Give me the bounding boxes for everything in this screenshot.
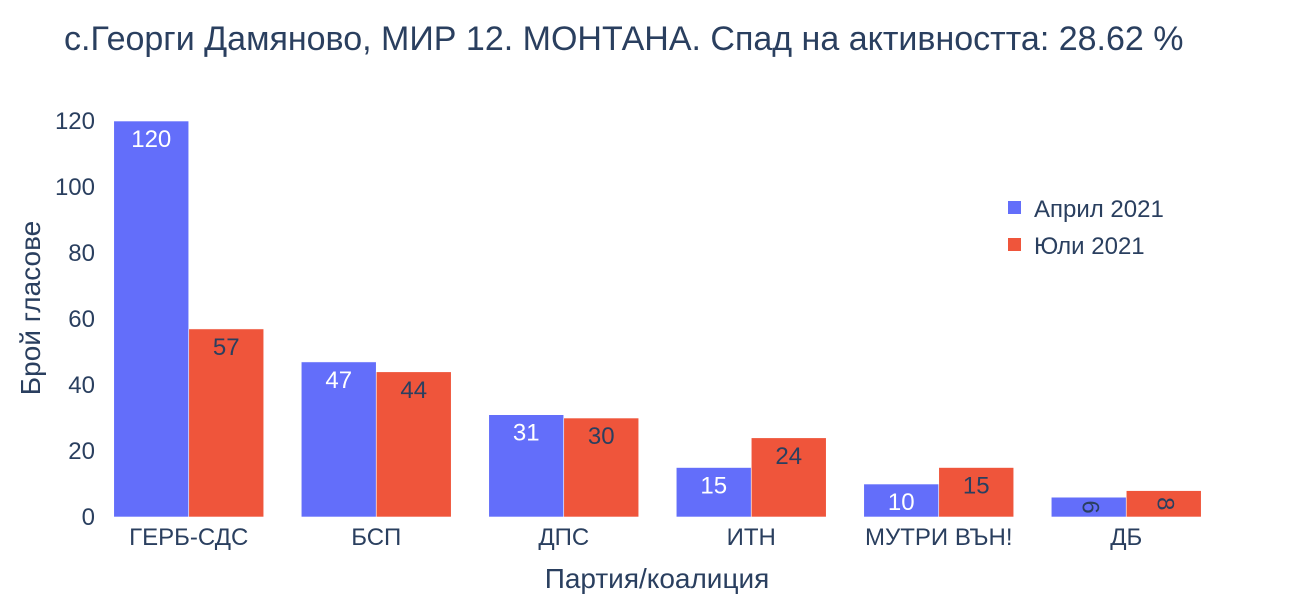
x-axis-title: Партия/коалиция (545, 563, 770, 594)
legend-swatch (1008, 201, 1021, 214)
bar-value-label: 15 (963, 473, 990, 500)
y-tick-label: 0 (82, 504, 95, 531)
legend-item-label: Юли 2021 (1034, 233, 1145, 260)
bar[interactable] (750, 437, 827, 518)
bar[interactable] (1125, 490, 1202, 518)
bar-value-label: 44 (400, 377, 427, 404)
bar[interactable] (375, 371, 452, 518)
y-tick-label: 40 (68, 372, 95, 399)
bar[interactable] (675, 467, 752, 518)
bar-value-label: 47 (325, 367, 352, 394)
bar-value-label: 31 (513, 420, 540, 447)
chart-title: с.Георги Дамяново, МИР 12. МОНТАНА. Спад… (64, 20, 1184, 58)
bar-value-label: 10 (888, 489, 915, 516)
y-tick-label: 100 (55, 174, 95, 201)
bar-value-label: 57 (213, 334, 240, 361)
x-tick-label: ИТН (727, 524, 776, 551)
bar-value-label: 30 (588, 423, 615, 450)
bar[interactable] (188, 328, 265, 518)
y-tick-label: 80 (68, 240, 95, 267)
legend[interactable]: Април 2021 Юли 2021 (1008, 196, 1164, 260)
y-tick-label: 20 (68, 438, 95, 465)
y-tick-label: 120 (55, 108, 95, 135)
bar[interactable] (563, 417, 640, 518)
bar[interactable] (863, 483, 940, 518)
bar-value-label: 120 (131, 126, 171, 153)
bar[interactable] (113, 120, 190, 518)
y-axis-title: Брой гласове (15, 221, 46, 395)
bar[interactable] (488, 414, 565, 518)
bars: 120 57 47 44 31 30 15 24 10 15 6 8 (113, 120, 1202, 518)
x-tick-label: ГЕРБ-СДС (129, 524, 248, 551)
x-tick-label: МУТРИ ВЪН! (865, 524, 1012, 551)
bar-value-label: 15 (700, 473, 727, 500)
bar[interactable] (938, 467, 1015, 518)
y-tick-label: 60 (68, 306, 95, 333)
bar-value-label: 6 (1076, 500, 1103, 513)
y-axis-ticks: 0 20 40 60 80 100 120 (55, 108, 95, 531)
bar[interactable] (300, 361, 377, 518)
x-axis-ticks: ГЕРБ-СДС БСП ДПС ИТН МУТРИ ВЪН! ДБ (129, 524, 1142, 551)
legend-swatch (1008, 238, 1021, 251)
x-tick-label: БСП (351, 524, 401, 551)
legend-item-label: Април 2021 (1034, 196, 1164, 223)
bar-value-label: 8 (1151, 497, 1178, 510)
bar-value-label: 24 (775, 443, 802, 470)
x-tick-label: ДБ (1110, 524, 1142, 551)
x-tick-label: ДПС (538, 524, 589, 551)
